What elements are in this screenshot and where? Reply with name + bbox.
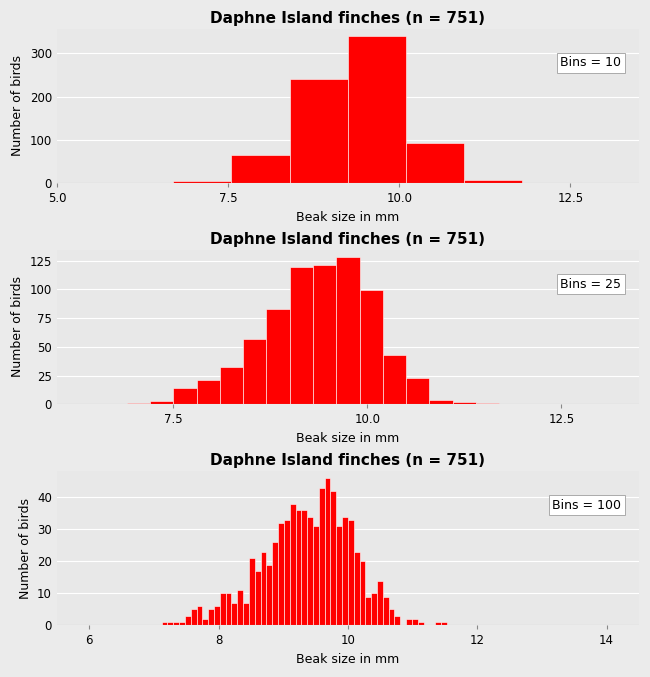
Y-axis label: Number of birds: Number of birds <box>11 276 24 378</box>
Bar <box>237 590 243 626</box>
Bar <box>220 368 243 404</box>
Bar <box>243 603 249 626</box>
Bar <box>348 36 406 183</box>
Bar <box>307 517 313 626</box>
Bar <box>395 615 400 626</box>
Y-axis label: Number of birds: Number of birds <box>11 56 24 156</box>
Bar <box>220 593 226 626</box>
Bar <box>290 504 296 626</box>
Title: Daphne Island finches (n = 751): Daphne Island finches (n = 751) <box>211 11 486 26</box>
Title: Daphne Island finches (n = 751): Daphne Island finches (n = 751) <box>211 232 486 247</box>
Bar <box>226 593 231 626</box>
Bar <box>202 619 208 626</box>
Bar <box>430 399 452 404</box>
Bar <box>359 290 383 404</box>
Bar <box>359 561 365 626</box>
Bar <box>383 355 406 404</box>
Bar <box>389 609 395 626</box>
Bar <box>318 487 324 626</box>
Bar <box>336 257 359 404</box>
Bar <box>336 526 342 626</box>
Bar <box>476 403 499 404</box>
Bar <box>243 338 266 404</box>
Bar <box>266 565 272 626</box>
Bar <box>272 542 278 626</box>
Bar <box>436 622 441 626</box>
X-axis label: Beak size in mm: Beak size in mm <box>296 432 400 445</box>
Bar <box>179 622 185 626</box>
Bar <box>208 609 214 626</box>
Bar <box>174 181 231 183</box>
Bar <box>354 552 359 626</box>
Title: Daphne Island finches (n = 751): Daphne Island finches (n = 751) <box>211 453 486 468</box>
Bar <box>383 596 389 626</box>
Bar <box>168 622 174 626</box>
Bar <box>441 622 447 626</box>
Bar <box>231 155 290 183</box>
Bar <box>162 622 168 626</box>
Bar <box>261 552 266 626</box>
Bar <box>313 526 318 626</box>
Bar <box>406 378 430 404</box>
Bar <box>371 593 377 626</box>
Bar <box>296 510 302 626</box>
Bar <box>174 388 196 404</box>
Bar <box>190 609 196 626</box>
Bar <box>249 558 255 626</box>
Bar <box>290 267 313 404</box>
Bar <box>406 144 464 183</box>
Bar <box>174 622 179 626</box>
Bar <box>266 309 290 404</box>
Bar <box>348 520 354 626</box>
Y-axis label: Number of birds: Number of birds <box>19 498 32 598</box>
Bar <box>290 79 348 183</box>
Text: Bins = 100: Bins = 100 <box>552 498 621 512</box>
Bar <box>302 510 307 626</box>
Bar <box>278 523 284 626</box>
Bar <box>313 265 336 404</box>
Bar <box>330 491 336 626</box>
Bar <box>342 517 348 626</box>
Bar <box>127 403 150 404</box>
X-axis label: Beak size in mm: Beak size in mm <box>296 653 400 666</box>
Bar <box>196 380 220 404</box>
Bar <box>452 402 476 404</box>
Bar <box>464 180 523 183</box>
Bar <box>365 596 371 626</box>
Bar <box>231 603 237 626</box>
Bar <box>412 619 418 626</box>
Bar <box>214 606 220 626</box>
Bar <box>377 580 383 626</box>
Bar <box>196 606 202 626</box>
Bar <box>324 478 330 626</box>
Bar <box>185 615 190 626</box>
Bar <box>255 571 261 626</box>
Bar <box>284 520 290 626</box>
Bar <box>150 401 174 404</box>
X-axis label: Beak size in mm: Beak size in mm <box>296 211 400 224</box>
Text: Bins = 25: Bins = 25 <box>560 278 621 290</box>
Bar <box>418 622 424 626</box>
Text: Bins = 10: Bins = 10 <box>560 56 621 70</box>
Bar <box>406 619 412 626</box>
